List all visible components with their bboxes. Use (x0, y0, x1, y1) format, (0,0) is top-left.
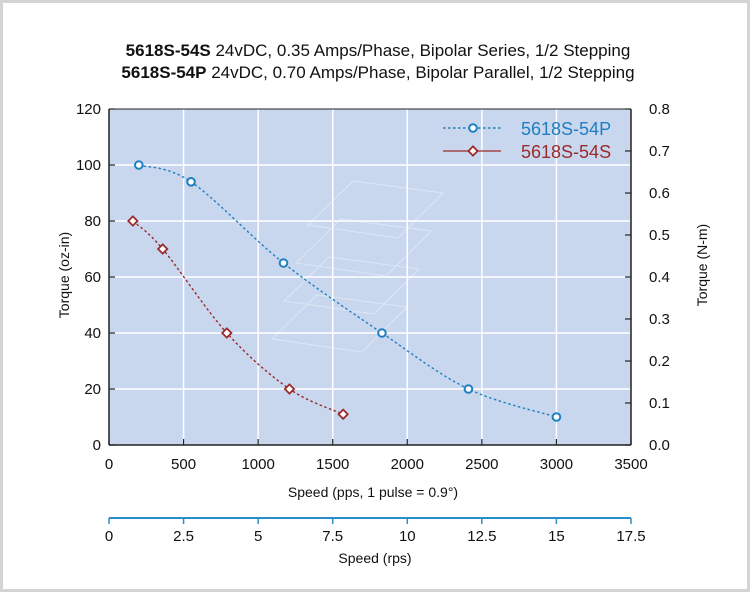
y-tick-label-right: 0.1 (649, 395, 670, 412)
y-tick-label-right: 0.3 (649, 311, 670, 328)
x-tick-label: 2500 (465, 456, 498, 473)
watermark-shape (270, 294, 409, 353)
data-point-5618S-54S-2 (156, 243, 169, 255)
y-axis-label-left: Torque (oz-in) (56, 232, 72, 318)
watermark-shape (282, 256, 421, 315)
x-tick-label: 0 (105, 456, 113, 473)
secondary-tick-label: 0 (105, 528, 113, 545)
legend: 5618S-54P 5618S-54S (443, 119, 611, 162)
title-spec-text: 24vDC, 0.70 Amps/Phase, Bipolar Parallel… (206, 63, 634, 82)
secondary-tick-label: 15 (548, 528, 565, 545)
data-point-5618S-54S-4 (283, 383, 296, 395)
secondary-tick-label: 12.5 (467, 528, 496, 545)
data-point-5618S-54P-4 (377, 328, 387, 338)
data-point-5618S-54P-3 (278, 258, 289, 268)
data-point-5618S-54S-1 (126, 215, 139, 227)
y-tick-label-left: 40 (84, 325, 101, 342)
legend-marker-5618S-54P (468, 123, 478, 133)
x-tick-label: 3000 (540, 456, 573, 473)
y-tick-label-right: 0.2 (649, 353, 670, 370)
secondary-tick-label: 5 (254, 528, 262, 545)
x-tick-label: 1000 (241, 456, 274, 473)
secondary-tick-label: 10 (399, 528, 416, 545)
y-tick-label-left: 80 (84, 213, 101, 230)
legend-label-5618S-54S: 5618S-54S (521, 142, 611, 162)
legend-label-5618S-54P: 5618S-54P (521, 119, 611, 139)
title-model-bold: 5618S-54P (121, 63, 206, 82)
x-tick-label: 1500 (316, 456, 349, 473)
x-tick-label: 3500 (614, 456, 647, 473)
data-point-5618S-54P-5 (463, 384, 474, 394)
secondary-tick-label: 17.5 (616, 528, 645, 545)
y-tick-label-left: 100 (76, 157, 101, 174)
watermark-shape (294, 218, 433, 277)
secondary-x-axis-label: Speed (rps) (338, 550, 411, 566)
secondary-tick-label: 2.5 (173, 528, 194, 545)
series-layer (126, 160, 562, 422)
y-tick-label-right: 0.0 (649, 437, 670, 454)
title-spec-text: 24vDC, 0.35 Amps/Phase, Bipolar Series, … (211, 41, 631, 60)
series-5618S-54P (134, 160, 562, 422)
y-tick-label-right: 0.5 (649, 227, 670, 244)
series-5618S-54S (126, 215, 350, 421)
torque-speed-chart: 5618S-54S 24vDC, 0.35 Amps/Phase, Bipola… (56, 41, 710, 566)
data-point-5618S-54S-3 (220, 327, 233, 339)
watermark-logo (270, 180, 445, 353)
y-tick-label-right: 0.6 (649, 185, 670, 202)
legend-marker-5618S-54S (467, 145, 479, 157)
y-tick-label-right: 0.7 (649, 143, 670, 160)
data-point-5618S-54S-5 (337, 408, 350, 421)
x-tick-label: 500 (171, 456, 196, 473)
secondary-tick-label: 7.5 (322, 528, 343, 545)
data-point-5618S-54P-6 (551, 412, 562, 422)
title-model-bold: 5618S-54S (126, 41, 211, 60)
chart-title: 5618S-54S 24vDC, 0.35 Amps/Phase, Bipola… (121, 41, 634, 82)
y-tick-label-left: 0 (93, 437, 101, 454)
x-axis-label: Speed (pps, 1 pulse = 0.9°) (288, 484, 458, 500)
y-tick-label-left: 20 (84, 381, 101, 398)
y-tick-label-right: 0.4 (649, 269, 670, 286)
y-tick-label-left: 60 (84, 269, 101, 286)
y-axis-label-right: Torque (N-m) (694, 224, 710, 306)
gridlines (109, 109, 631, 445)
x-tick-label: 2000 (391, 456, 424, 473)
title-line-1: 5618S-54S 24vDC, 0.35 Amps/Phase, Bipola… (126, 41, 631, 60)
watermark-shape (306, 180, 445, 239)
y-tick-label-right: 0.8 (649, 101, 670, 118)
title-line-2: 5618S-54P 24vDC, 0.70 Amps/Phase, Bipola… (121, 63, 634, 82)
secondary-x-axis: 0 2.5 5 7.5 10 12.5 15 17.5 (105, 517, 646, 545)
axes: 0 500 1000 1500 2000 2500 3000 3500 0 20 40 60 80 100… (76, 101, 670, 473)
data-point-5618S-54P-1 (134, 160, 144, 170)
y-tick-label-left: 120 (76, 101, 101, 118)
data-point-5618S-54P-2 (186, 177, 196, 187)
